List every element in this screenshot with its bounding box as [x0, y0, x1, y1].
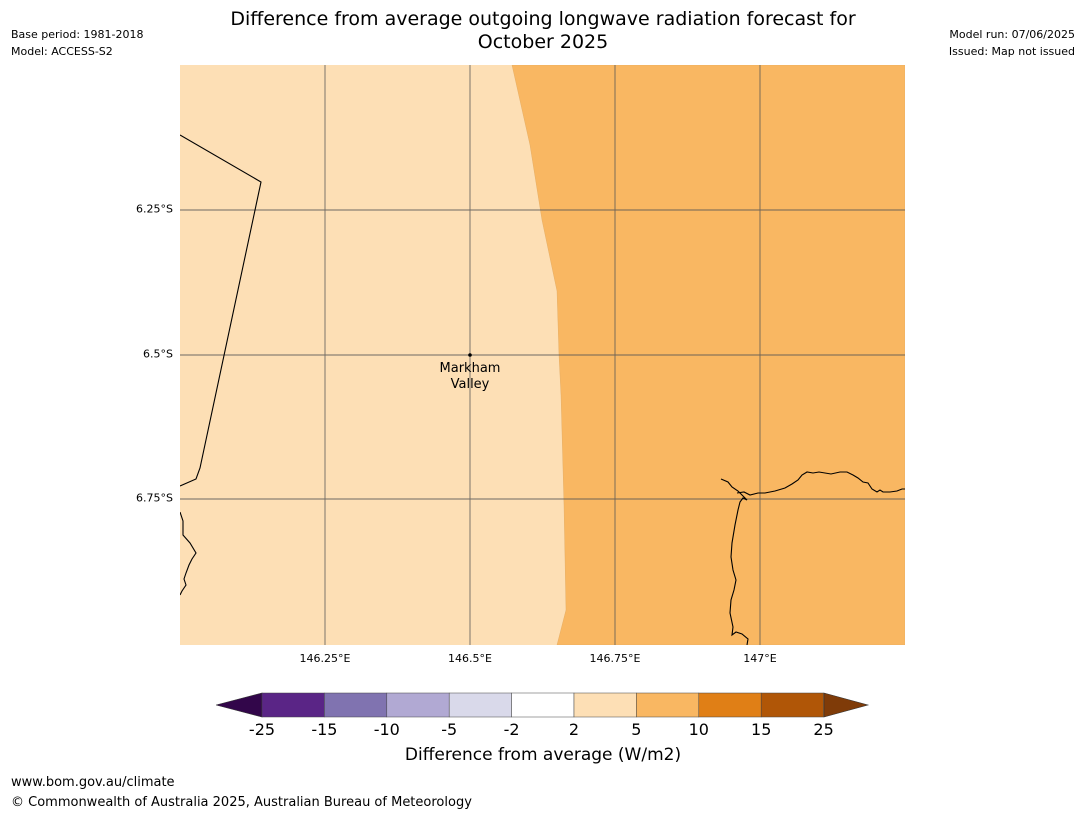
lon-label-146-25e: 146.25°E	[299, 652, 351, 665]
title-line-1: Difference from average outgoing longwav…	[230, 8, 856, 30]
coastlines	[180, 134, 905, 645]
footer-url[interactable]: www.bom.gov.au/climate	[11, 775, 175, 790]
colorbar-tick-label: -15	[311, 720, 338, 739]
colorbar-tick-label: -2	[503, 720, 520, 739]
lat-label-6-25s: 6.25°S	[136, 202, 173, 216]
model-run: Model run: 07/06/2025	[949, 28, 1075, 41]
lat-label-6-75s: 6.75°S	[136, 491, 173, 505]
meta-left: Base period: 1981-2018 Model: ACCESS-S2	[11, 26, 143, 60]
colorbar-cell	[511, 692, 575, 718]
place-label-line-2: Valley	[451, 377, 490, 392]
place-marker	[468, 353, 472, 357]
lon-label-147e: 147°E	[743, 652, 777, 665]
colorbar-cell	[261, 692, 325, 718]
map-gridlines	[180, 65, 905, 645]
colorbar-tick-label: 5	[631, 720, 642, 739]
colorbar-cell	[448, 692, 512, 718]
colorbar-tick-label: -25	[248, 720, 276, 739]
colorbar	[216, 692, 870, 718]
lon-label-146-75e: 146.75°E	[589, 652, 641, 665]
colorbar-tick-label: 25	[813, 720, 834, 739]
meta-right: Model run: 07/06/2025 Issued: Map not is…	[949, 26, 1075, 60]
lon-label-146-5e: 146.5°E	[448, 652, 492, 665]
map-panel: Markham Valley	[180, 65, 905, 645]
title-line-2: October 2025	[477, 31, 609, 53]
colorbar-tick-label: 10	[688, 720, 709, 739]
base-period: Base period: 1981-2018	[11, 28, 144, 41]
lat-label-6-5s: 6.5°S	[143, 347, 173, 361]
colorbar-label: Difference from average (W/m2)	[404, 745, 682, 765]
colorbar-cell	[760, 692, 824, 718]
colorbar-tick-label: 2	[568, 720, 580, 739]
model-name: Model: ACCESS-S2	[11, 45, 113, 58]
colorbar-tick-label: -5	[441, 720, 458, 739]
map-title: Difference from average outgoing longwav…	[180, 8, 906, 54]
colorbar-cell	[324, 692, 388, 718]
place-label-line-1: Markham	[440, 361, 501, 376]
colorbar-tick-label: -10	[373, 720, 400, 739]
issued-status: Issued: Map not issued	[948, 45, 1075, 58]
colorbar-cell	[386, 692, 450, 718]
colorbar-cell	[698, 692, 762, 718]
colorbar-tick-label: 15	[751, 720, 772, 739]
footer-copyright: © Commonwealth of Australia 2025, Austra…	[11, 795, 472, 810]
colorbar-under-arrow	[216, 692, 263, 718]
colorbar-over-arrow	[823, 692, 870, 718]
colorbar-cell	[573, 692, 637, 718]
colorbar-cell	[636, 692, 700, 718]
